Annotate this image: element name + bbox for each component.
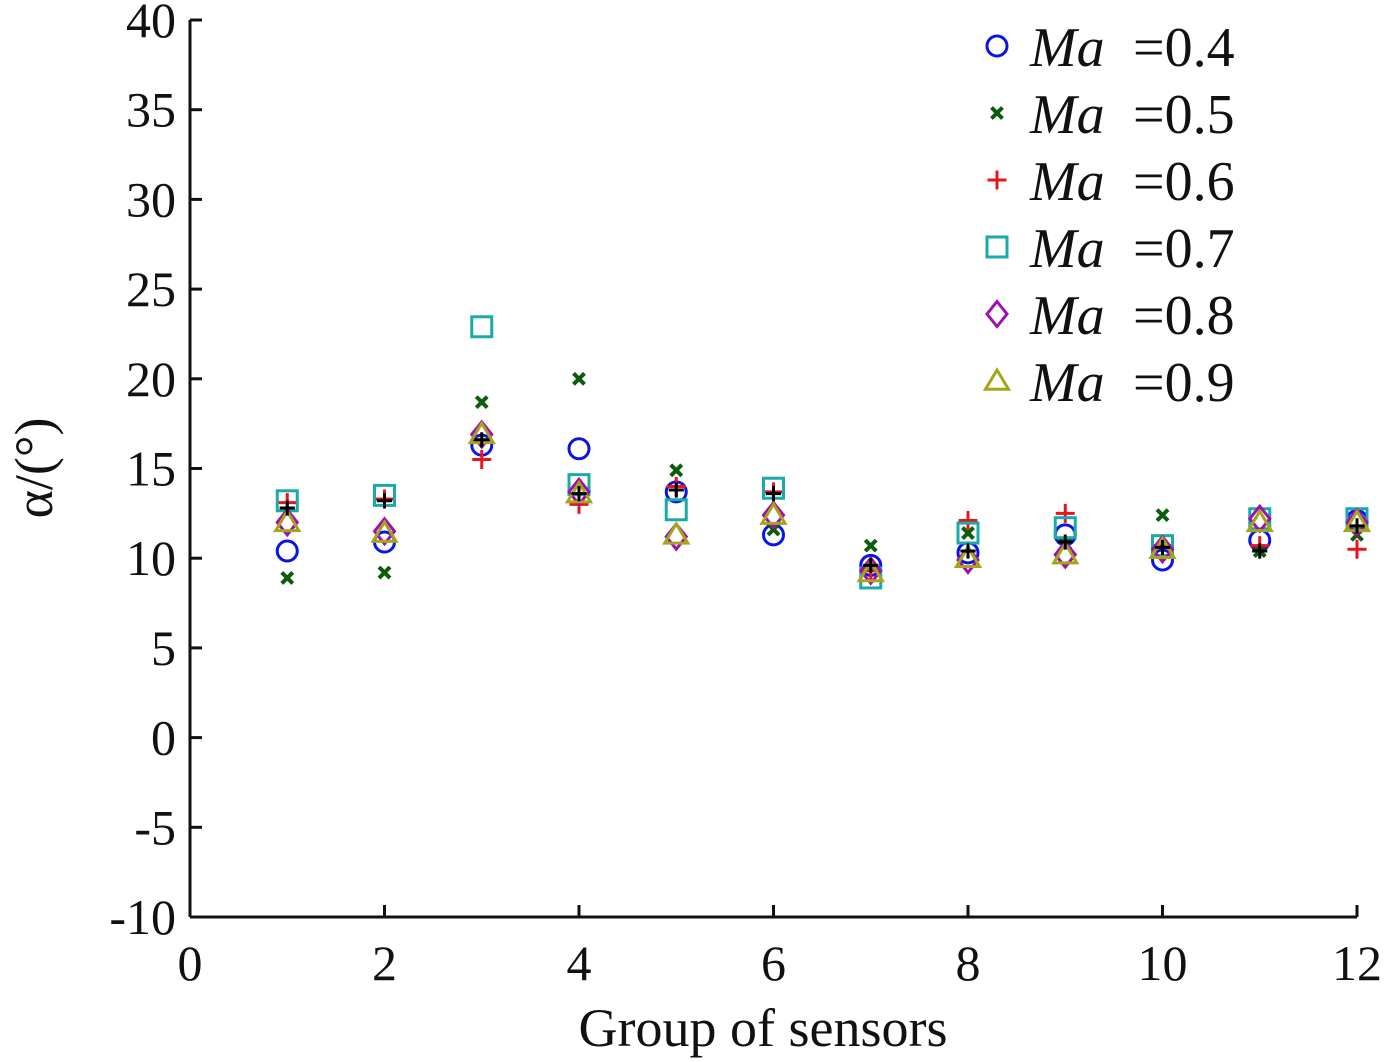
data-point [470, 315, 494, 339]
data-point [761, 500, 786, 531]
series-black-marks [279, 432, 1365, 573]
data-point [572, 371, 586, 386]
data-point [958, 511, 978, 531]
legend-label-var: Ma [1029, 285, 1105, 347]
data-point [1154, 539, 1171, 556]
data-point [1053, 539, 1078, 570]
data-point [377, 565, 392, 580]
x-tick-label: 8 [956, 935, 981, 991]
legend-label-value: =0.4 [1133, 17, 1235, 79]
data-point [1349, 518, 1365, 534]
legend-entry: Ma =0.7 [985, 218, 1235, 280]
data-point [1252, 543, 1268, 559]
data-point [1055, 503, 1075, 523]
legend-label-value: =0.7 [1133, 218, 1235, 280]
data-point [275, 539, 299, 563]
x-axis-label: Group of sensors [579, 998, 948, 1058]
legend-entry: Ma =0.6 [987, 151, 1235, 213]
data-point [956, 521, 980, 545]
x-tick-label: 4 [567, 935, 592, 991]
x-tick-label: 0 [178, 935, 203, 991]
legend-label-value: =0.6 [1133, 151, 1235, 213]
legend-label-var: Ma [1029, 84, 1105, 146]
data-point [273, 508, 302, 533]
data-point [372, 516, 397, 547]
x-tick-label: 10 [1138, 935, 1188, 991]
legend-label-value: =0.5 [1133, 84, 1235, 146]
x-tick-label: 6 [761, 935, 786, 991]
legend-marker [987, 170, 1007, 190]
legend-label-var: Ma [1029, 352, 1105, 414]
data-point [863, 538, 878, 553]
data-point [856, 558, 885, 583]
legend-entry: Ma =0.9 [982, 352, 1235, 414]
legend: Ma =0.4 Ma =0.5 Ma =0.6 Ma =0.7 Ma =0.8 Ma =0.9 [982, 17, 1235, 414]
y-tick-label: 35 [126, 82, 176, 138]
legend-label-value: =0.8 [1133, 285, 1235, 347]
legend-label-var: Ma [1029, 17, 1105, 79]
data-point [567, 437, 591, 461]
data-point [664, 498, 688, 522]
data-point [662, 520, 691, 545]
data-point [1245, 508, 1274, 533]
series-circle [275, 433, 1369, 577]
legend-marker [985, 34, 1009, 58]
data-point [280, 571, 295, 585]
data-point [1051, 540, 1080, 565]
data-point [370, 519, 399, 543]
y-tick-label: 30 [126, 171, 176, 227]
data-point [669, 463, 684, 478]
series-plus [277, 450, 1367, 581]
legend-marker [985, 299, 1009, 329]
data-point [960, 543, 976, 559]
y-tick-label: 20 [126, 351, 176, 407]
legend-marker [982, 367, 1012, 391]
data-point [961, 526, 975, 540]
data-point [759, 501, 788, 525]
legend-entry: Ma =0.4 [985, 17, 1235, 79]
series-diamond [275, 419, 1369, 586]
y-tick-label: 10 [126, 530, 176, 586]
data-point [863, 557, 879, 573]
legend-label-value: =0.9 [1133, 352, 1235, 414]
data-point [1347, 539, 1367, 559]
x-tick-label: 2 [372, 935, 397, 991]
legend-label-var: Ma [1029, 218, 1105, 280]
data-point [765, 486, 782, 502]
y-tick-label: 0 [151, 710, 176, 766]
y-tick-label: 5 [151, 620, 176, 676]
y-tick-label: 15 [126, 441, 176, 497]
data-point [472, 450, 492, 470]
x-ticks: 0 2 4 6 8 10 12 [178, 905, 1382, 991]
y-tick-label: -5 [134, 799, 176, 855]
y-tick-label: -10 [109, 889, 176, 945]
data-point [668, 482, 684, 498]
legend-entry: Ma =0.8 [985, 285, 1235, 347]
data-point [376, 493, 393, 509]
data-point [571, 486, 587, 502]
data-point [474, 432, 490, 448]
series-triangle [273, 420, 1372, 583]
y-tick-label: 25 [126, 261, 176, 317]
y-tick-label: 40 [126, 0, 176, 48]
y-axis-label: α/(°) [4, 418, 64, 519]
legend-marker [990, 106, 1004, 120]
y-ticks: -10 -5 0 5 10 15 20 25 30 35 40 [109, 0, 202, 945]
legend-entry: Ma =0.5 [990, 84, 1235, 146]
data-point [953, 544, 983, 568]
data-point [279, 500, 295, 516]
data-point [567, 476, 591, 507]
data-point [1155, 508, 1170, 523]
data-point [1150, 534, 1175, 565]
data-point [1345, 507, 1369, 538]
data-marks [273, 315, 1372, 590]
data-point [1057, 534, 1073, 550]
data-point [474, 395, 489, 410]
x-tick-label: 12 [1332, 935, 1382, 991]
data-point [275, 507, 300, 538]
legend-label-var: Ma [1029, 151, 1105, 213]
legend-marker [985, 235, 1009, 259]
